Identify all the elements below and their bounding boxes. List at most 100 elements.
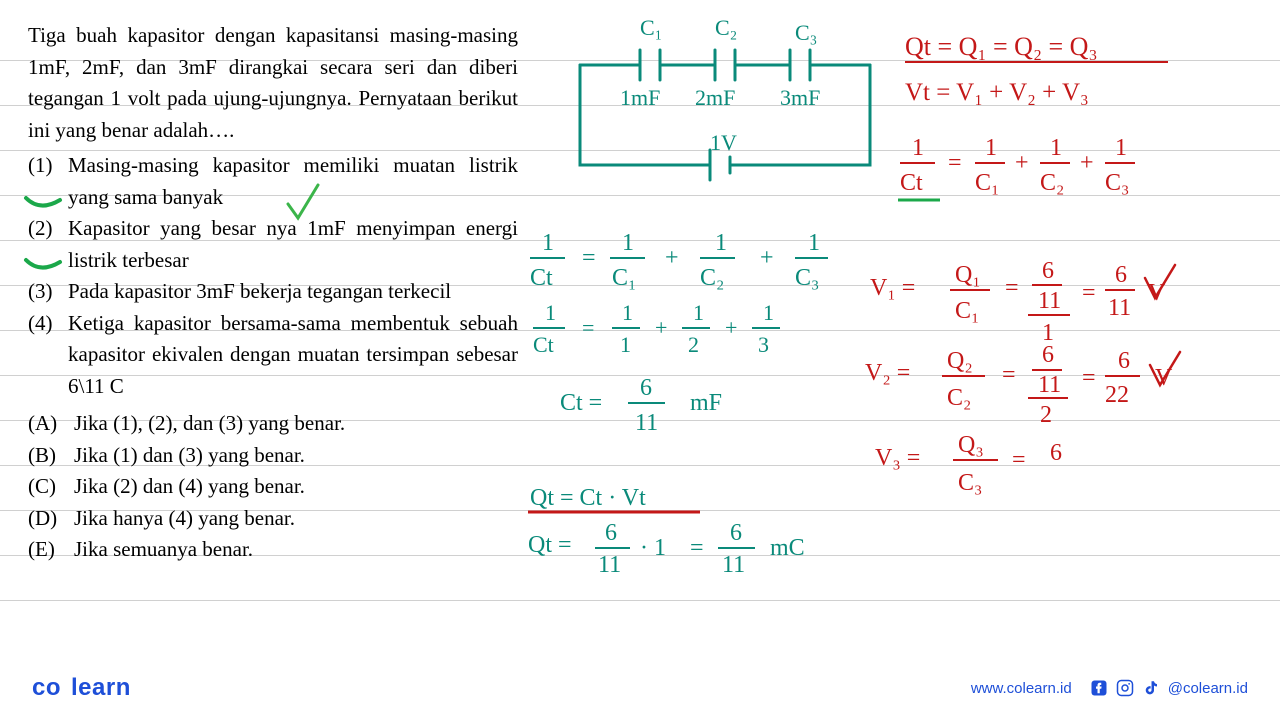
statement-text: Kapasitor yang besar nya 1mF menyimpan e… [68,213,518,276]
svg-text:1: 1 [545,300,556,325]
svg-text:6: 6 [1115,262,1127,288]
svg-text:Ct =: Ct = [560,390,602,416]
facebook-icon[interactable] [1090,679,1108,697]
tiktok-icon[interactable] [1142,679,1160,697]
option-text: Jika (1), (2), dan (3) yang benar. [74,408,345,440]
svg-text:mC: mC [770,535,805,561]
svg-text:V: V [1148,280,1166,306]
options-list: (A) Jika (1), (2), dan (3) yang benar. (B)… [28,408,518,566]
svg-text:1: 1 [808,230,820,256]
social-handle[interactable]: @colearn.id [1168,680,1248,697]
option-letter: (D) [28,503,64,535]
svg-text:· 1: · 1 [640,535,666,561]
svg-text:1: 1 [542,230,554,256]
statement-2: (2)Kapasitor yang besar nya 1mF menyimpa… [28,213,518,276]
svg-text:V₃ =: V₃ = [875,445,920,471]
svg-text:Ct: Ct [530,265,553,291]
svg-text:C₃: C₃ [1105,170,1129,196]
qt-formula-teal: Qt = Ct · Vt Qt = 6 11 · 1 = 6 11 mC [528,485,805,578]
qt-equation: Qt = Q₁ = Q₂ = Q₃ [905,32,1098,61]
svg-text:=: = [1005,275,1019,301]
svg-text:+: + [655,315,667,340]
svg-text:1: 1 [620,332,631,357]
svg-text:1: 1 [985,135,997,161]
svg-text:1: 1 [693,300,704,325]
svg-text:1: 1 [763,300,774,325]
statement-1: (1)Masing-masing kapasitor memiliki muat… [28,150,518,213]
v1-calc: V₁ = Q₁ C₁ = 6 11 1 = 6 11 V [870,258,1166,346]
svg-text:C₁: C₁ [975,170,999,196]
svg-text:+: + [1015,150,1029,176]
svg-text:1: 1 [622,230,634,256]
statement-num: (1) [28,150,60,182]
svg-text:=: = [1082,365,1096,391]
svg-text:11: 11 [635,410,658,436]
svg-text:+: + [1080,150,1094,176]
option-text: Jika semuanya benar. [74,534,253,566]
svg-text:C₂: C₂ [1040,170,1064,196]
svg-text:Ct: Ct [533,332,554,357]
statement-num: (3) [28,276,60,308]
option-text: Jika (1) dan (3) yang benar. [74,440,305,472]
svg-text:+: + [760,245,774,271]
option-letter: (A) [28,408,64,440]
svg-text:Q₁: Q₁ [955,262,981,288]
svg-text:V: V [1155,365,1173,391]
svg-text:1: 1 [912,135,924,161]
svg-text:Qt =: Qt = [528,532,572,558]
svg-text:6: 6 [640,375,652,401]
svg-text:1: 1 [622,300,633,325]
svg-text:V₂ =: V₂ = [865,360,910,386]
svg-text:C₂: C₂ [947,385,971,411]
option-A: (A) Jika (1), (2), dan (3) yang benar. [28,408,518,440]
option-text: Jika (2) dan (4) yang benar. [74,471,305,503]
vt-equation: Vt = V₁ + V₂ + V₃ [905,79,1089,106]
svg-text:=: = [582,245,596,271]
statement-num: (4) [28,308,60,340]
circuit-c1-label: C₁ [640,15,662,40]
svg-text:1: 1 [1115,135,1127,161]
option-letter: (C) [28,471,64,503]
svg-text:3: 3 [758,332,769,357]
svg-text:C₃: C₃ [795,265,819,291]
svg-text:mF: mF [690,390,722,416]
svg-text:=: = [582,315,594,340]
svg-text:C₂: C₂ [700,265,724,291]
svg-text:6: 6 [605,520,617,546]
option-letter: (B) [28,440,64,472]
svg-text:6: 6 [1118,348,1130,374]
footer-url[interactable]: www.colearn.id [971,680,1072,697]
svg-text:1: 1 [715,230,727,256]
svg-text:+: + [665,245,679,271]
ct-reciprocal-eq: 1 Ct = 1 C₁ + 1 C₂ + 1 C₃ [900,135,1135,196]
ct-result-teal: Ct = 6 11 mF [560,375,722,436]
svg-text:Qt = Ct · Vt: Qt = Ct · Vt [530,485,646,511]
svg-text:2: 2 [1040,402,1052,428]
svg-text:=: = [690,535,704,561]
instagram-icon[interactable] [1116,679,1134,697]
svg-text:Q₂: Q₂ [947,348,973,374]
question-column: Tiga buah kapasitor dengan kapasitansi m… [28,20,518,566]
ct-numeric-teal: 1 Ct = 1 1 + 1 2 + 1 3 [533,300,780,357]
svg-text:Q₃: Q₃ [958,432,984,458]
svg-text:1: 1 [1050,135,1062,161]
svg-text:Ct: Ct [900,170,923,196]
circuit-c2-label: C₂ [715,15,737,40]
statement-text: Pada kapasitor 3mF bekerja tegangan terk… [68,276,518,308]
svg-text:=: = [1082,280,1096,306]
svg-text:=: = [1002,362,1016,388]
statement-4: (4)Ketiga kapasitor bersama-sama membent… [28,308,518,403]
circuit-c1-value: 1mF [620,85,660,110]
ct-expand-teal: 1 Ct = 1 C₁ + 1 C₂ + 1 C₃ [530,230,828,291]
svg-text:6: 6 [1042,342,1054,368]
statement-text: Masing-masing kapasitor memiliki muatan … [68,150,518,213]
footer: colearn www.colearn.id @colearn.id [0,674,1280,702]
option-C: (C) Jika (2) dan (4) yang benar. [28,471,518,503]
svg-text:V₁ =: V₁ = [870,275,915,301]
brand-right: learn [71,674,131,701]
svg-text:6: 6 [730,520,742,546]
svg-text:1: 1 [1042,320,1054,346]
social-icons: @colearn.id [1090,679,1248,697]
svg-text:+: + [725,315,737,340]
svg-text:=: = [948,150,962,176]
